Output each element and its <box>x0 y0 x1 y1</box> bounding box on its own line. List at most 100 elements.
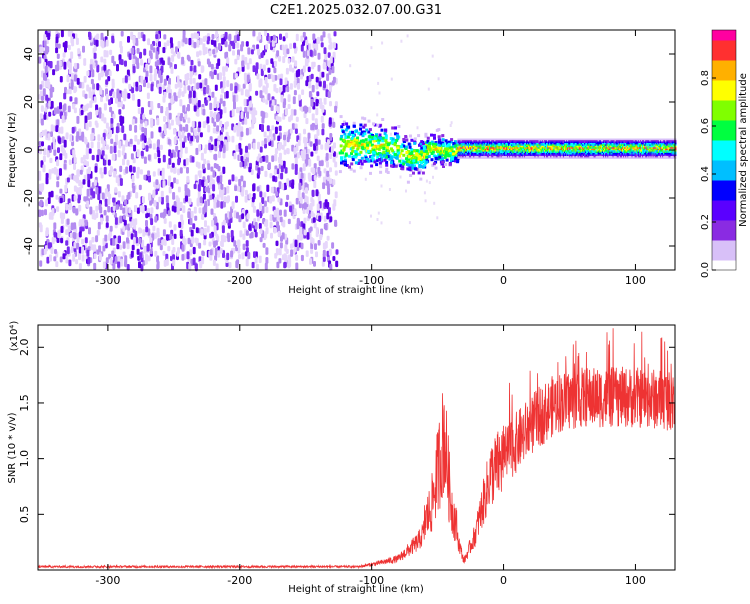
heatmap-cell <box>323 80 326 89</box>
heatmap-cell <box>527 142 529 145</box>
heatmap-cell <box>524 144 527 146</box>
heatmap-cell <box>478 147 481 149</box>
heatmap-cell <box>431 54 434 58</box>
heatmap-cell <box>39 199 43 207</box>
heatmap-cell <box>518 152 521 155</box>
heatmap-cell <box>488 144 490 146</box>
heatmap-cell <box>53 231 57 238</box>
heatmap-cell <box>213 111 217 120</box>
heatmap-cell <box>434 157 438 160</box>
heatmap-cell <box>420 140 424 144</box>
heatmap-cell <box>498 155 501 158</box>
heatmap-cell <box>311 238 315 245</box>
heatmap-cell <box>419 177 423 181</box>
heatmap-cell <box>226 80 230 88</box>
heatmap-cell <box>484 139 487 142</box>
heatmap-cell <box>143 48 147 56</box>
heatmap-cell <box>373 160 377 164</box>
heatmap-cell <box>167 245 171 252</box>
heatmap-cell <box>357 159 361 162</box>
heatmap-cell <box>293 109 297 116</box>
heatmap-cell <box>202 108 206 116</box>
heatmap-cell <box>528 144 530 146</box>
heatmap-cell <box>314 138 318 146</box>
heatmap-cell <box>341 130 345 134</box>
heatmap-cell <box>471 138 473 141</box>
heatmap-cell <box>38 141 42 147</box>
heatmap-cell <box>426 136 430 140</box>
heatmap-cell <box>224 41 228 48</box>
heatmap-cell <box>460 145 463 148</box>
heatmap-cell <box>236 130 240 137</box>
heatmap-cell <box>354 150 358 154</box>
heatmap-cell <box>497 144 500 146</box>
heatmap-cell <box>509 152 511 155</box>
heatmap-cell <box>519 157 522 159</box>
heatmap-cell <box>51 237 55 245</box>
heatmap-cell <box>396 146 400 150</box>
heatmap-cell <box>524 150 527 152</box>
heatmap-cell <box>408 155 412 159</box>
heatmap-cell <box>143 137 147 144</box>
heatmap-cell <box>145 226 149 233</box>
heatmap-cell <box>216 194 220 201</box>
heatmap-cell <box>310 196 314 203</box>
heatmap-cell <box>95 104 99 112</box>
heatmap-cell <box>276 261 280 269</box>
heatmap-cell <box>459 144 462 146</box>
heatmap-cell <box>65 257 69 264</box>
heatmap-cell <box>310 98 314 107</box>
heatmap-cell <box>522 148 525 151</box>
heatmap-cell <box>462 151 465 153</box>
heatmap-cell <box>328 67 332 75</box>
heatmap-cell <box>244 195 248 203</box>
heatmap-cell <box>259 228 263 234</box>
heatmap-cell <box>457 147 460 149</box>
heatmap-cell <box>461 157 464 159</box>
heatmap-cell <box>293 42 297 49</box>
heatmap-cell <box>51 168 55 174</box>
heatmap-cell <box>214 153 218 161</box>
heatmap-cell <box>530 147 532 149</box>
heatmap-cell <box>295 197 299 205</box>
heatmap-cell <box>309 202 313 211</box>
heatmap-cell <box>470 150 472 152</box>
heatmap-cell <box>270 58 274 64</box>
heatmap-cell <box>313 180 317 189</box>
heatmap-cell <box>235 195 238 203</box>
heatmap-cell <box>511 151 513 153</box>
heatmap-cell <box>105 39 109 47</box>
heatmap-cell <box>149 237 153 243</box>
heatmap-cell <box>381 144 385 148</box>
heatmap-cell <box>478 142 481 145</box>
heatmap-cell <box>408 166 412 170</box>
heatmap-cell <box>377 147 381 151</box>
heatmap-cell <box>464 154 467 156</box>
heatmap-cell <box>385 163 389 167</box>
heatmap-cell <box>162 95 166 103</box>
heatmap-cell <box>50 131 53 137</box>
heatmap-cell <box>152 189 156 196</box>
heatmap-cell <box>145 63 149 70</box>
heatmap-cell <box>467 147 470 149</box>
heatmap-cell <box>127 93 131 99</box>
heatmap-cell <box>384 128 387 132</box>
heatmap-cell <box>509 141 511 143</box>
heatmap-cell <box>474 142 477 145</box>
heatmap-cell <box>137 32 141 39</box>
heatmap-cell <box>499 141 502 143</box>
heatmap-cell <box>276 214 280 221</box>
heatmap-cell <box>193 206 197 214</box>
heatmap-cell <box>192 223 196 230</box>
heatmap-cell <box>150 101 154 108</box>
heatmap-cell <box>160 106 164 114</box>
heatmap-cell <box>466 145 469 148</box>
heatmap-cell <box>310 211 314 217</box>
heatmap-cell <box>339 144 343 148</box>
heatmap-cell <box>499 142 502 145</box>
heatmap-cell <box>321 71 325 78</box>
heatmap-cell <box>482 147 485 149</box>
heatmap-cell <box>462 152 465 155</box>
heatmap-cell <box>465 142 468 145</box>
heatmap-cell <box>464 139 467 142</box>
